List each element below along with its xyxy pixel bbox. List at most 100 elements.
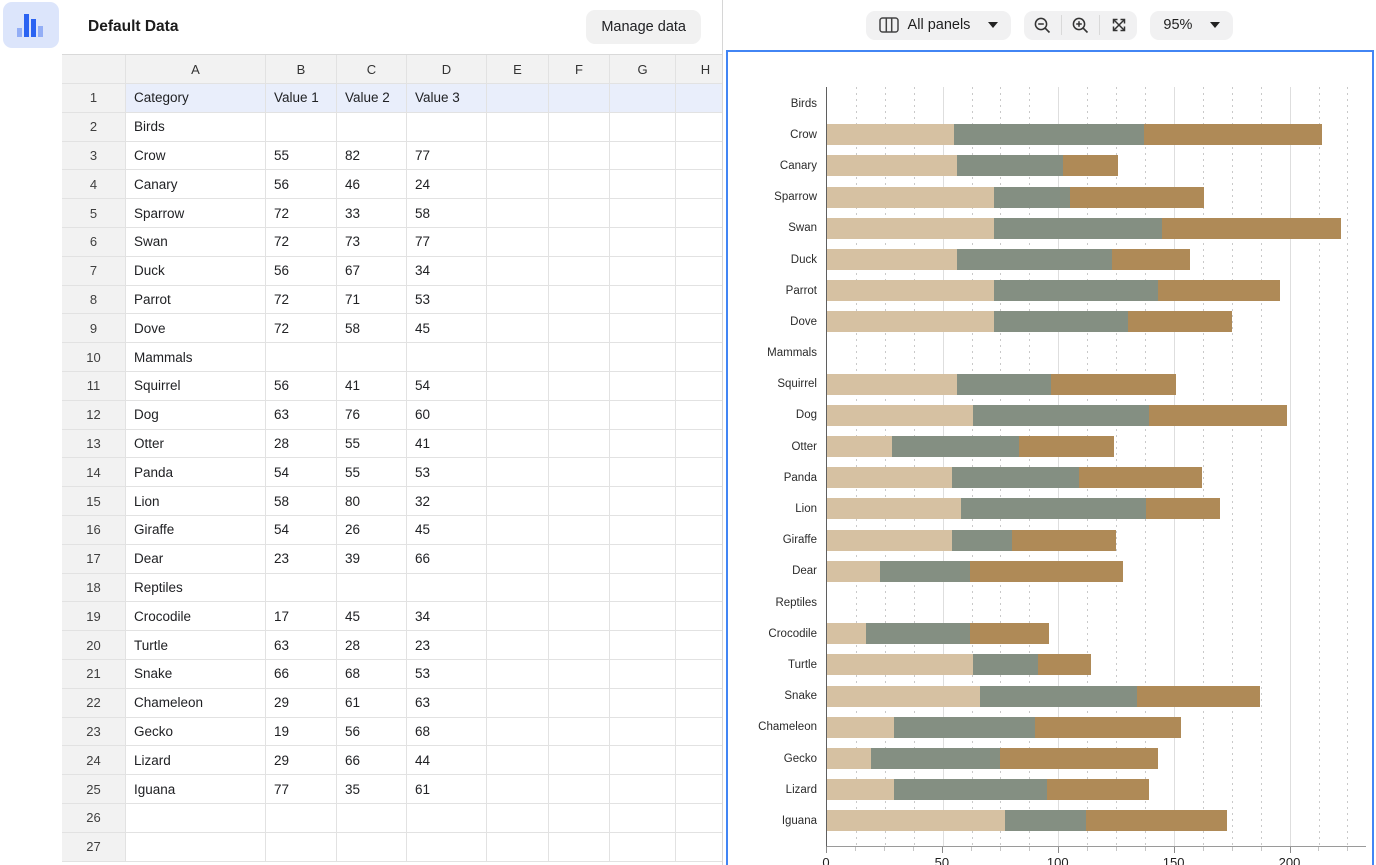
cell-e3[interactable] (487, 141, 549, 171)
cell-b21[interactable]: 66 (266, 659, 337, 689)
cell-a20[interactable]: Turtle (126, 631, 266, 660)
cell-d9[interactable]: 45 (407, 314, 487, 344)
cell-a5[interactable]: Sparrow (126, 199, 266, 228)
cell-f3[interactable] (549, 141, 610, 171)
bar-segment-value-2[interactable] (891, 436, 1019, 458)
cell-g20[interactable] (610, 631, 676, 660)
cell-f7[interactable] (549, 256, 610, 286)
row-number-cell[interactable]: 17 (62, 544, 126, 574)
bar-segment-value-3[interactable] (1157, 280, 1281, 302)
cell-d18[interactable] (407, 573, 487, 603)
bar-segment-value-2[interactable] (961, 498, 1147, 520)
row-number-cell[interactable]: 3 (62, 141, 126, 171)
bar-segment-value-1[interactable] (827, 467, 952, 489)
cell-f1[interactable] (549, 84, 610, 113)
cell-e27[interactable] (487, 832, 549, 862)
cell-d24[interactable]: 44 (407, 746, 487, 776)
cell-f12[interactable] (549, 400, 610, 430)
cell-g18[interactable] (610, 573, 676, 603)
cell-h21[interactable] (676, 659, 722, 689)
cell-g9[interactable] (610, 314, 676, 344)
row-number-cell[interactable]: 6 (62, 227, 126, 257)
chart-bar[interactable] (827, 373, 1366, 395)
cell-a14[interactable]: Panda (126, 458, 266, 488)
bar-segment-value-1[interactable] (827, 373, 957, 395)
cell-g15[interactable] (610, 487, 676, 516)
bar-segment-value-2[interactable] (866, 623, 971, 645)
cell-h23[interactable] (676, 717, 722, 747)
bar-segment-value-1[interactable] (827, 747, 871, 769)
row-number-cell[interactable]: 18 (62, 573, 126, 603)
cell-c12[interactable]: 76 (337, 400, 407, 430)
bar-segment-value-3[interactable] (1146, 498, 1221, 520)
bar-segment-value-3[interactable] (1012, 529, 1117, 551)
bar-segment-value-3[interactable] (1143, 124, 1323, 146)
cell-h16[interactable] (676, 515, 722, 545)
column-header-b[interactable]: B (266, 55, 337, 84)
cell-d27[interactable] (407, 832, 487, 862)
cell-b6[interactable]: 72 (266, 227, 337, 257)
cell-b4[interactable]: 56 (266, 170, 337, 200)
cell-b15[interactable]: 58 (266, 487, 337, 516)
chart-bar[interactable] (827, 155, 1366, 177)
cell-b24[interactable]: 29 (266, 746, 337, 776)
cell-f25[interactable] (549, 775, 610, 804)
cell-g10[interactable] (610, 343, 676, 372)
bar-segment-value-1[interactable] (827, 124, 955, 146)
cell-d25[interactable]: 61 (407, 775, 487, 804)
cell-e2[interactable] (487, 112, 549, 142)
cell-f5[interactable] (549, 199, 610, 228)
cell-c7[interactable]: 67 (337, 256, 407, 286)
chart-bar[interactable] (827, 560, 1366, 582)
cell-c2[interactable] (337, 112, 407, 142)
cell-a6[interactable]: Swan (126, 227, 266, 257)
cell-e15[interactable] (487, 487, 549, 516)
cell-b10[interactable] (266, 343, 337, 372)
bar-segment-value-3[interactable] (970, 560, 1124, 582)
cell-e20[interactable] (487, 631, 549, 660)
cell-d2[interactable] (407, 112, 487, 142)
cell-g11[interactable] (610, 371, 676, 401)
bar-segment-value-3[interactable] (970, 623, 1050, 645)
bar-segment-value-2[interactable] (951, 467, 1080, 489)
row-number-cell[interactable]: 8 (62, 285, 126, 315)
bar-segment-value-3[interactable] (1062, 155, 1119, 177)
cell-c1[interactable]: Value 2 (337, 84, 407, 113)
bar-segment-value-3[interactable] (1162, 217, 1341, 239)
zoom-level-selector[interactable]: 95% (1150, 10, 1234, 40)
cell-e22[interactable] (487, 688, 549, 718)
cell-c11[interactable]: 41 (337, 371, 407, 401)
bar-segment-value-2[interactable] (993, 311, 1128, 333)
row-number-cell[interactable]: 11 (62, 371, 126, 401)
chart-bar[interactable] (827, 467, 1366, 489)
cell-h7[interactable] (676, 256, 722, 286)
cell-a10[interactable]: Mammals (126, 343, 266, 372)
row-number-cell[interactable]: 12 (62, 400, 126, 430)
cell-d8[interactable]: 53 (407, 285, 487, 315)
cell-h3[interactable] (676, 141, 722, 171)
cell-f21[interactable] (549, 659, 610, 689)
cell-c8[interactable]: 71 (337, 285, 407, 315)
bar-segment-value-1[interactable] (827, 560, 881, 582)
chart-bar[interactable] (827, 810, 1366, 832)
cell-h13[interactable] (676, 429, 722, 459)
bar-segment-value-3[interactable] (1136, 685, 1260, 707)
cell-f6[interactable] (549, 227, 610, 257)
row-number-cell[interactable]: 9 (62, 314, 126, 344)
row-number-cell[interactable]: 16 (62, 515, 126, 545)
cell-c20[interactable]: 28 (337, 631, 407, 660)
cell-d4[interactable]: 24 (407, 170, 487, 200)
manage-data-button[interactable]: Manage data (586, 10, 701, 44)
cell-h12[interactable] (676, 400, 722, 430)
cell-e19[interactable] (487, 602, 549, 632)
cell-h19[interactable] (676, 602, 722, 632)
cell-e5[interactable] (487, 199, 549, 228)
cell-b12[interactable]: 63 (266, 400, 337, 430)
chart-bar[interactable] (827, 716, 1366, 738)
cell-a12[interactable]: Dog (126, 400, 266, 430)
cell-a3[interactable]: Crow (126, 141, 266, 171)
cell-e9[interactable] (487, 314, 549, 344)
cell-b20[interactable]: 63 (266, 631, 337, 660)
cell-c5[interactable]: 33 (337, 199, 407, 228)
cell-f2[interactable] (549, 112, 610, 142)
